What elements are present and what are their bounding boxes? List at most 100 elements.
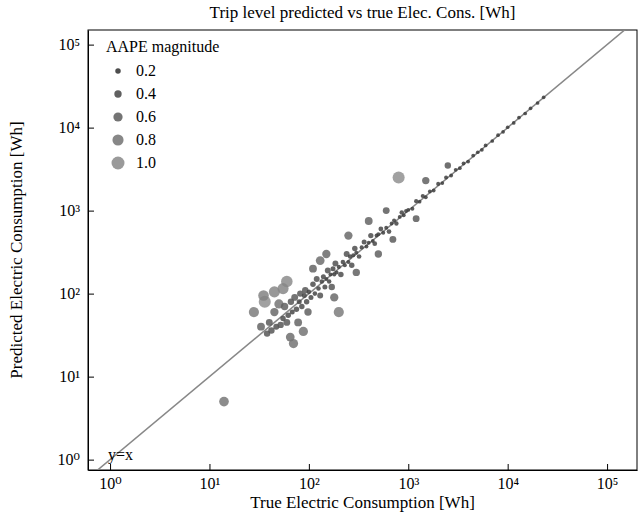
point [506, 125, 510, 129]
point [471, 154, 475, 158]
point [338, 272, 343, 277]
x-axis: 10⁰10¹10²10³10⁴10⁵ [89, 464, 638, 492]
tick-mark [88, 294, 94, 295]
plot-area: 10⁰10¹10²10³10⁴10⁵10⁰10¹10²10³10⁴10⁵y=xA… [58, 20, 638, 493]
point [436, 182, 440, 186]
point [517, 116, 521, 120]
tick-label: 10¹ [200, 475, 221, 492]
legend-label: 1.0 [136, 154, 156, 171]
tick-label: 10⁴ [497, 475, 519, 492]
point [402, 213, 406, 217]
point [317, 292, 323, 298]
tick: 10³ [59, 202, 94, 219]
point [523, 112, 527, 116]
plot-frame [88, 30, 637, 470]
tick: 10⁰ [99, 464, 121, 492]
point [424, 195, 428, 199]
point [310, 281, 315, 286]
tick-mark [508, 464, 509, 470]
point [444, 176, 448, 180]
tick: 10¹ [200, 464, 221, 492]
tick-label: 10⁵ [597, 475, 619, 492]
point [299, 327, 308, 336]
point [466, 160, 470, 164]
point [337, 265, 341, 269]
y-axis-label: Predicted Electric Consumption [Wh] [7, 121, 26, 378]
reference-line [88, 30, 637, 470]
point [398, 215, 402, 219]
tick: 10³ [398, 464, 419, 492]
tick: 10⁵ [597, 464, 619, 492]
point [297, 299, 302, 304]
point [313, 291, 318, 296]
point [449, 174, 453, 178]
point [281, 303, 288, 310]
point [536, 101, 540, 105]
point [413, 215, 420, 222]
tick-mark [110, 464, 111, 470]
tick-mark [607, 464, 608, 470]
point [343, 263, 347, 267]
point [389, 236, 396, 243]
point [458, 166, 462, 170]
point [289, 339, 298, 348]
tick-label: 10² [59, 285, 80, 302]
point [316, 256, 325, 265]
title: Trip level predicted vs true Elec. Cons.… [210, 3, 516, 22]
tick-label: 10⁰ [99, 475, 121, 492]
point [320, 279, 325, 284]
point [249, 307, 259, 317]
chart: 10⁰10¹10²10³10⁴10⁵10⁰10¹10²10³10⁴10⁵y=xA… [0, 0, 640, 530]
point [316, 286, 321, 291]
point [322, 250, 330, 258]
point [304, 299, 309, 304]
tick-mark [309, 464, 310, 470]
tick: 10⁴ [58, 119, 94, 136]
tick-label: 10³ [398, 475, 419, 492]
point [268, 327, 274, 333]
tick-label: 10³ [59, 202, 80, 219]
tick-label: 10⁴ [58, 119, 80, 136]
point [354, 251, 358, 255]
point [490, 139, 494, 143]
point [383, 207, 390, 214]
point [362, 239, 367, 244]
point [349, 262, 354, 267]
point [367, 241, 371, 245]
point [372, 241, 377, 246]
tick-label: 10⁰ [58, 451, 80, 468]
point [365, 217, 373, 225]
legend-label: 0.2 [136, 62, 156, 79]
point [309, 265, 317, 273]
point [344, 231, 352, 239]
point [277, 322, 283, 328]
point [376, 232, 380, 236]
legend: AAPE magnitude0.20.40.60.81.0 [106, 38, 219, 171]
legend-marker [113, 112, 122, 121]
point [291, 294, 298, 301]
point [352, 246, 357, 251]
point [353, 269, 360, 276]
point [375, 250, 382, 257]
point [484, 144, 488, 148]
point [393, 172, 405, 184]
tick-label: 10¹ [59, 368, 80, 385]
tick-mark [88, 460, 94, 461]
point [529, 106, 533, 110]
point [381, 231, 385, 235]
point [283, 319, 290, 326]
point [330, 293, 338, 301]
legend-marker [114, 90, 121, 97]
point [314, 276, 320, 282]
legend-label: 0.6 [136, 108, 156, 125]
point [406, 208, 410, 212]
point [307, 290, 312, 295]
point [422, 177, 429, 184]
point [308, 295, 313, 300]
point [266, 319, 273, 326]
reference-label: y=x [108, 446, 133, 464]
marks [88, 30, 637, 470]
legend-title: AAPE magnitude [106, 38, 219, 56]
tick-mark [209, 464, 210, 470]
x-axis-label: True Electric Consumption [Wh] [250, 493, 475, 512]
